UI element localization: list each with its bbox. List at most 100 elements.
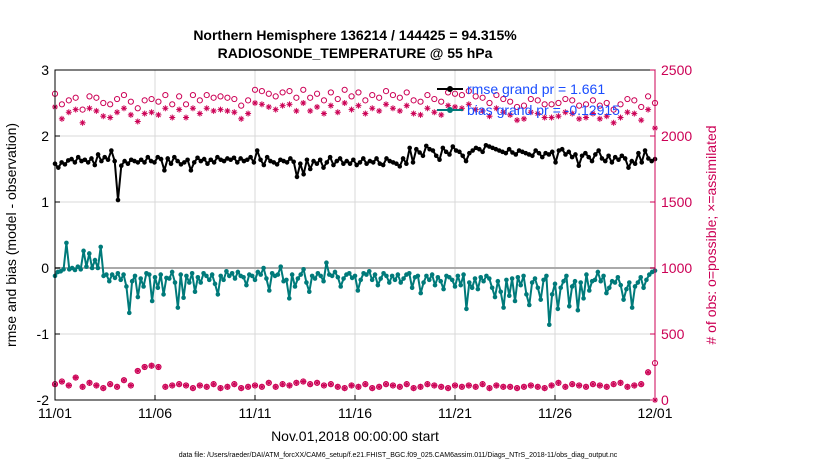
bias-point bbox=[409, 285, 415, 291]
rmse-point bbox=[238, 156, 243, 161]
rmse-point bbox=[314, 161, 320, 167]
y-axis-left-ticks: -2 -1 0 1 2 3 bbox=[37, 62, 60, 408]
obs-assimilated-point bbox=[583, 383, 590, 390]
bias-point bbox=[392, 277, 398, 283]
rmse-point bbox=[181, 160, 187, 165]
obs-assimilated-point bbox=[231, 109, 238, 116]
bias-point bbox=[352, 273, 358, 279]
obs-assimilated-point bbox=[189, 385, 196, 392]
bias-point bbox=[518, 282, 524, 288]
rmse-point bbox=[291, 159, 296, 165]
rmse-point bbox=[360, 156, 366, 161]
bias-point bbox=[452, 284, 458, 289]
bias-point bbox=[566, 303, 572, 309]
bias-point bbox=[355, 288, 361, 293]
obs-assimilated-point bbox=[541, 385, 548, 392]
y-left-tick-label: 2 bbox=[41, 128, 49, 144]
bias-point bbox=[581, 296, 586, 301]
y-right-tick-label: 1500 bbox=[661, 194, 692, 210]
rmse-point bbox=[347, 161, 353, 167]
obs-possible-point bbox=[355, 89, 362, 96]
bias-point bbox=[515, 274, 521, 280]
obs-assimilated-point bbox=[107, 114, 114, 121]
bias-point bbox=[504, 277, 509, 283]
obs-possible-point bbox=[534, 97, 541, 104]
obs-assimilated-point bbox=[362, 110, 369, 117]
rmse-point bbox=[380, 162, 386, 168]
rmse-point bbox=[264, 154, 270, 160]
obs-assimilated-point bbox=[272, 106, 279, 113]
bias-point bbox=[138, 276, 144, 281]
obs-assimilated-point bbox=[562, 383, 569, 390]
bias-point bbox=[146, 272, 152, 277]
rmse-point bbox=[298, 161, 303, 167]
bias-point bbox=[92, 257, 98, 263]
bias-point bbox=[264, 276, 269, 281]
obs-assimilated-point bbox=[624, 109, 631, 116]
obs-assimilated-point bbox=[445, 102, 452, 109]
obs-assimilated-point bbox=[189, 105, 196, 112]
bias-point bbox=[301, 267, 306, 272]
obs-assimilated-point bbox=[272, 383, 279, 390]
bias-point bbox=[261, 265, 266, 271]
rmse-point bbox=[304, 157, 310, 163]
obs-assimilated-point bbox=[224, 383, 231, 390]
bias-point bbox=[224, 269, 229, 274]
bias-point bbox=[318, 273, 324, 279]
y-left-tick-label: 3 bbox=[41, 62, 49, 78]
rmse-point bbox=[337, 156, 343, 161]
bias-point bbox=[389, 273, 395, 279]
rmse-point bbox=[407, 145, 412, 151]
obs-possible-point bbox=[162, 91, 169, 99]
obs-assimilated-point bbox=[424, 381, 431, 388]
obs-assimilated-point bbox=[286, 382, 293, 389]
obs-assimilated-point bbox=[141, 364, 148, 370]
legend-bias-label: bias grand pr = -0.12915 bbox=[467, 102, 620, 118]
rmse-point bbox=[530, 153, 535, 159]
bias-point bbox=[586, 288, 592, 293]
rmse-point bbox=[158, 156, 164, 162]
rmse-point bbox=[195, 155, 200, 161]
rmse-point bbox=[301, 171, 306, 177]
obs-assimilated-point bbox=[645, 106, 652, 113]
bias-point bbox=[126, 310, 132, 316]
x-axis-ticks: 11/01 11/06 11/11 11/16 11/21 11/26 12/01 bbox=[38, 395, 673, 421]
bias-point bbox=[632, 284, 638, 289]
bias-point bbox=[332, 269, 338, 275]
obs-possible-point bbox=[141, 97, 148, 104]
rmse-point bbox=[102, 154, 108, 160]
rmse-point bbox=[414, 146, 419, 152]
bias-point bbox=[358, 277, 364, 283]
bias-point bbox=[475, 286, 481, 292]
rmse-point bbox=[118, 163, 124, 168]
bias-point bbox=[369, 277, 375, 283]
bias-point bbox=[421, 280, 426, 285]
bias-point bbox=[449, 277, 455, 283]
obs-assimilated-point bbox=[576, 382, 583, 389]
obs-possible-point bbox=[217, 93, 224, 100]
obs-assimilated-point bbox=[265, 103, 272, 110]
rmse-point bbox=[244, 157, 250, 163]
legend-rmse-label: rmse grand pr = 1.661 bbox=[467, 81, 605, 97]
rmse-point bbox=[632, 161, 638, 167]
bias-point bbox=[455, 273, 461, 279]
rmse-point bbox=[533, 148, 538, 153]
obs-assimilated-point bbox=[520, 383, 527, 390]
y-left-tick-label: -1 bbox=[37, 326, 50, 342]
bias-point bbox=[635, 280, 641, 285]
bias-point bbox=[292, 284, 298, 289]
bias-point bbox=[561, 278, 566, 284]
obs-assimilated-point bbox=[120, 377, 127, 384]
obs-possible-point bbox=[348, 93, 355, 100]
obs-assimilated-point bbox=[162, 383, 169, 390]
x-tick-label: 11/01 bbox=[38, 405, 72, 421]
obs-assimilated-point bbox=[155, 364, 162, 370]
obs-assimilated-point bbox=[265, 379, 272, 386]
obs-assimilated-point bbox=[300, 100, 307, 106]
rmse-point bbox=[447, 152, 452, 157]
obs-assimilated-point bbox=[107, 381, 114, 388]
obs-possible-point bbox=[120, 91, 128, 99]
rmse-point bbox=[294, 174, 300, 180]
obs-assimilated-point bbox=[93, 382, 100, 389]
